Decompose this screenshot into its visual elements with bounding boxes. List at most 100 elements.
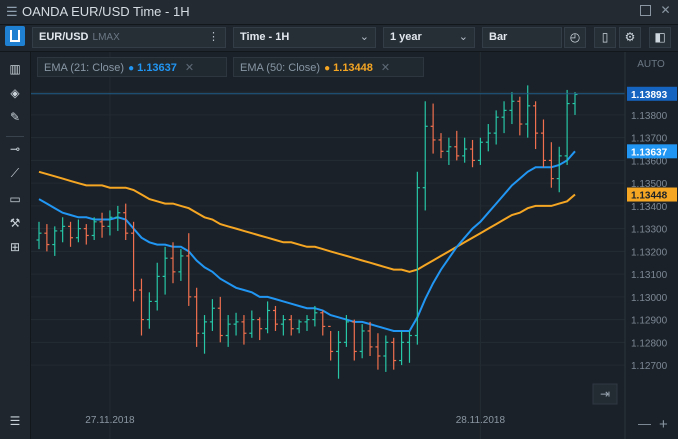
scanner-icon[interactable]: ⊞ xyxy=(9,240,21,254)
ohlc-bar xyxy=(146,292,152,329)
bar-chart-icon[interactable]: ▥ xyxy=(9,62,21,76)
ohlc-bar xyxy=(359,324,365,359)
range-dropdown[interactable]: 1 year ⌄ xyxy=(383,27,475,48)
rectangle-icon[interactable]: ▭ xyxy=(9,192,21,206)
chart-style-label: Bar xyxy=(489,31,508,43)
maximize-icon[interactable] xyxy=(640,5,651,16)
last-price-tag: 1.13893 xyxy=(631,90,668,101)
ohlc-bar xyxy=(123,203,129,241)
price-tick-label: 1.13800 xyxy=(631,111,668,122)
ohlc-bar xyxy=(131,221,137,302)
fibonacci-icon[interactable]: ⚒ xyxy=(9,216,21,230)
oanda-logo xyxy=(5,26,25,46)
ohlc-bar xyxy=(138,278,144,336)
ohlc-bar xyxy=(312,305,318,327)
auto-scale-label[interactable]: AUTO xyxy=(637,59,665,70)
symbol-label: EUR/USD xyxy=(39,31,89,43)
pencil-icon[interactable]: ✎ xyxy=(9,110,21,124)
ema-50-path xyxy=(38,170,576,273)
price-tick-label: 1.13500 xyxy=(631,179,668,190)
price-tags: 1.13893 1.13637 1.13448 xyxy=(627,86,677,202)
timeframe-dropdown[interactable]: Time - 1H ⌄ xyxy=(233,27,376,48)
ohlc-bar xyxy=(91,217,97,241)
gear-icon[interactable]: ⚙ xyxy=(619,27,641,48)
layers-icon[interactable]: ◈ xyxy=(10,86,20,100)
ohlc-bar xyxy=(154,262,160,311)
ohlc-bar xyxy=(241,315,247,345)
chart-style-dropdown[interactable]: Bar xyxy=(482,27,562,48)
ohlc-bar xyxy=(99,212,105,238)
ohlc-bar xyxy=(509,92,515,125)
chevron-down-icon: ⌄ xyxy=(458,31,468,43)
time-tick-label: 28.11.2018 xyxy=(456,415,506,426)
ohlc-bar xyxy=(36,221,42,250)
price-chart[interactable]: AUTO 1.139001.138001.137001.136001.13500… xyxy=(31,52,678,439)
ema-21-line xyxy=(38,150,576,332)
ohlc-bar xyxy=(194,287,200,347)
trend-line-icon[interactable]: ⟋ xyxy=(10,166,20,180)
ohlc-bar xyxy=(343,315,349,347)
ohlc-bar xyxy=(249,310,255,338)
ohlc-bar xyxy=(233,312,239,336)
ohlc-bar xyxy=(391,337,397,370)
ohlc-bar xyxy=(375,333,381,370)
ohlc-bar xyxy=(485,124,491,152)
ohlc-bar xyxy=(272,305,278,331)
drawing-tools-sidebar: ▥ ◈ ✎ ⊸ ⟋ ▭ ⚒ ⊞ ☰ xyxy=(0,52,31,439)
ohlc-bar xyxy=(454,130,460,161)
more-vertical-icon[interactable]: ⋮ xyxy=(208,31,219,43)
timeframe-label: Time - 1H xyxy=(240,31,290,43)
chart-toolbar: EUR/USD LMAX ⋮ Time - 1H ⌄ 1 year ⌄ Bar ◴… xyxy=(0,25,678,52)
ohlc-bar xyxy=(430,103,436,154)
symbol-selector[interactable]: EUR/USD LMAX ⋮ xyxy=(32,27,226,48)
mouse-icon[interactable]: ▯ xyxy=(594,27,616,48)
panel-toggle-icon[interactable]: ◧ xyxy=(649,27,671,48)
close-icon[interactable]: ✕ xyxy=(660,3,671,17)
legend-ema-50-label: EMA (50: Close) xyxy=(240,62,321,74)
jump-to-latest-button[interactable]: ⇥ xyxy=(592,383,618,405)
price-tick-label: 1.13100 xyxy=(631,270,668,281)
range-label: 1 year xyxy=(390,31,422,43)
broker-label: LMAX xyxy=(92,32,120,43)
ohlc-bar xyxy=(493,110,499,145)
last-price-tag-bg xyxy=(627,86,677,101)
sidebar-divider xyxy=(6,136,24,137)
time-tick-label: 27.11.2018 xyxy=(85,415,135,426)
ohlc-bar xyxy=(209,299,215,331)
ohlc-bar xyxy=(383,335,389,372)
ohlc-bar xyxy=(406,330,412,363)
ohlc-bar xyxy=(446,137,452,165)
ohlc-bar xyxy=(438,133,444,159)
dot-icon: ● xyxy=(128,63,135,74)
ohlc-bar xyxy=(52,226,58,256)
ohlc-bar xyxy=(328,325,334,361)
ohlc-bar xyxy=(202,315,208,354)
ohlc-bar xyxy=(470,139,476,168)
legend-ema-21-label: EMA (21: Close) xyxy=(44,62,125,74)
ohlc-bar xyxy=(178,249,184,281)
horizontal-line-icon[interactable]: ⊸ xyxy=(9,142,21,156)
price-tick-label: 1.13700 xyxy=(631,134,668,145)
ohlc-bar xyxy=(60,217,66,243)
study-icon[interactable]: ◴ xyxy=(564,27,586,48)
legend-ema-21-value: 1.13637 xyxy=(137,62,177,74)
ohlc-bar xyxy=(422,101,428,211)
price-tick-label: 1.12700 xyxy=(631,361,668,372)
zoom-in-button[interactable]: + xyxy=(659,416,668,433)
price-axis[interactable] xyxy=(625,52,678,439)
zoom-out-button[interactable]: — xyxy=(638,416,651,431)
close-icon[interactable]: ✕ xyxy=(184,62,195,74)
close-icon[interactable]: ✕ xyxy=(380,62,391,74)
hamburger-icon[interactable]: ☰ xyxy=(6,4,18,19)
ohlc-bar xyxy=(304,315,310,331)
legend-ema-50[interactable]: EMA (50: Close) ● 1.13448 ✕ xyxy=(233,57,424,77)
ohlc-bar xyxy=(75,219,81,243)
chevron-down-icon: ⌄ xyxy=(359,31,369,43)
legend-ema-21[interactable]: EMA (21: Close) ● 1.13637 ✕ xyxy=(37,57,227,77)
list-icon[interactable]: ☰ xyxy=(9,414,21,428)
ohlc-bar xyxy=(367,321,373,356)
ohlc-bar xyxy=(501,101,507,134)
price-bars xyxy=(36,85,578,379)
ohlc-bar xyxy=(414,171,420,345)
